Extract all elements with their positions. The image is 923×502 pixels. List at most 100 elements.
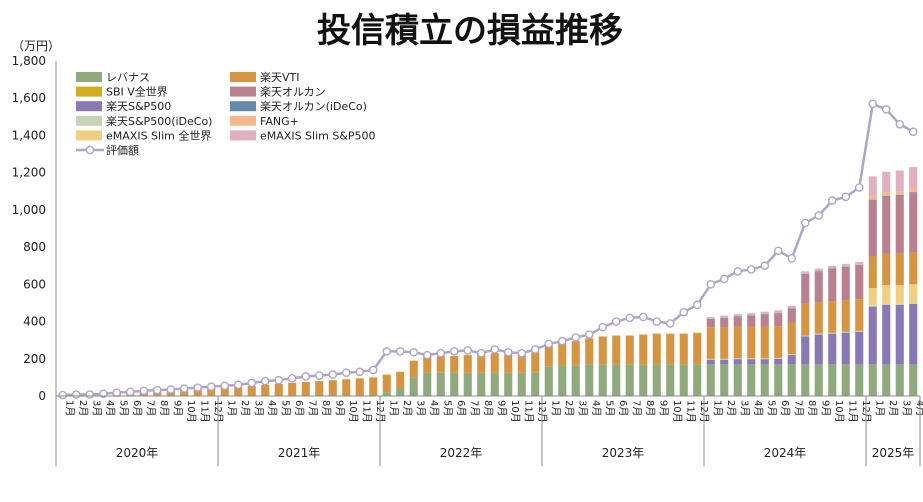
bar-segment — [828, 301, 837, 333]
bar-segment — [801, 303, 810, 336]
valuation-point — [544, 339, 554, 349]
bar-segment — [706, 364, 715, 396]
x-tick-label: 1月 — [711, 400, 723, 416]
bar-segment — [909, 284, 918, 303]
valuation-point — [58, 390, 68, 400]
bar-segment — [193, 389, 202, 396]
x-tick-label: 6月 — [131, 400, 143, 416]
bar-segment — [882, 285, 891, 304]
bar-segment — [382, 374, 391, 393]
x-tick-label: 11月 — [198, 400, 210, 423]
valuation-point — [166, 385, 176, 394]
valuation-point — [773, 246, 783, 256]
valuation-point — [328, 370, 338, 379]
bar-segment — [261, 384, 270, 396]
valuation-point — [854, 183, 864, 192]
y-tick-label: 1,000 — [12, 203, 46, 217]
bar-segment — [909, 302, 918, 304]
bar-segment — [747, 364, 756, 396]
bar-segment — [882, 171, 891, 193]
bar-segment — [801, 271, 810, 275]
x-tick-label: 11月 — [846, 400, 858, 423]
bar-segment — [814, 272, 823, 303]
valuation-point — [530, 345, 540, 354]
bar-segment — [909, 303, 918, 365]
valuation-point — [476, 348, 486, 358]
bar-segment — [490, 372, 499, 396]
bar-segment — [693, 364, 702, 396]
bar-segment — [760, 315, 769, 327]
bar-segment — [355, 378, 364, 396]
valuation-point — [881, 105, 891, 114]
bar-segment — [531, 372, 540, 396]
x-tick-label: 3月 — [414, 400, 426, 416]
bar-segment — [895, 285, 904, 304]
x-tick-label: 2月 — [887, 400, 899, 416]
bar-segment — [720, 318, 729, 328]
bar-segment — [666, 333, 675, 365]
bar-segment — [639, 334, 648, 365]
y-tick-label: 1,400 — [12, 128, 46, 142]
bar-segment — [747, 315, 756, 317]
bar-segment — [706, 318, 715, 320]
valuation-point — [179, 384, 189, 393]
year-label: 2020年 — [116, 446, 159, 460]
bar-segment — [882, 192, 891, 196]
x-tick-label: 9月 — [657, 400, 669, 416]
bar-segment — [679, 364, 688, 396]
bar-segment — [315, 381, 324, 396]
valuation-point — [463, 346, 473, 355]
x-tick-label: 4月 — [266, 400, 278, 416]
valuation-point — [395, 347, 405, 356]
bar-segment — [841, 331, 850, 333]
bar-segment — [787, 305, 796, 309]
bar-segment — [625, 364, 634, 396]
valuation-point — [679, 307, 689, 317]
bar-segment — [760, 364, 769, 396]
valuation-point — [800, 218, 810, 228]
valuation-point — [746, 265, 756, 274]
valuation-point — [233, 380, 243, 390]
chart-title: 投信積立の損益推移 — [317, 11, 623, 51]
x-tick-label: 6月 — [455, 400, 467, 416]
x-tick-label: 5月 — [117, 400, 129, 416]
bar-segment — [720, 359, 729, 365]
bar-segment — [423, 355, 432, 373]
bar-segment — [841, 364, 850, 396]
x-tick-label: 1月 — [225, 400, 237, 416]
x-tick-label: 9月 — [333, 400, 345, 416]
valuation-point — [692, 300, 702, 310]
bar-segment — [787, 308, 796, 310]
bar-layer — [58, 167, 918, 396]
y-tick-label: 800 — [23, 240, 46, 254]
bar-segment — [814, 268, 823, 272]
x-tick-label: 6月 — [779, 400, 791, 416]
legend-label: eMAXIS Slim S&P500 — [260, 129, 376, 142]
valuation-point — [557, 336, 567, 346]
bar-segment — [801, 275, 810, 304]
bar-segment — [288, 382, 297, 396]
bar-segment — [720, 315, 729, 318]
bar-segment — [855, 264, 864, 266]
legend-swatch — [230, 101, 256, 112]
bar-segment — [328, 380, 337, 396]
legend-swatch — [76, 101, 102, 112]
legend-swatch — [230, 115, 256, 126]
bar-segment — [774, 357, 783, 359]
x-tick-label: 10月 — [509, 400, 521, 423]
x-tick-label: 3月 — [90, 400, 102, 416]
valuation-point — [652, 317, 662, 326]
x-tick-label: 9月 — [171, 400, 183, 416]
x-tick-label: 7月 — [144, 400, 156, 416]
bar-segment — [693, 332, 702, 365]
x-tick-label: 4月 — [590, 400, 602, 416]
bar-segment — [247, 385, 256, 396]
valuation-point — [220, 381, 230, 391]
bar-segment — [720, 358, 729, 360]
x-tick-label: 10月 — [347, 400, 359, 423]
valuation-point — [665, 319, 675, 328]
x-tick-label: 9月 — [819, 400, 831, 416]
legend-swatch — [230, 130, 256, 141]
bar-segment — [882, 196, 891, 254]
bar-segment — [571, 365, 580, 396]
